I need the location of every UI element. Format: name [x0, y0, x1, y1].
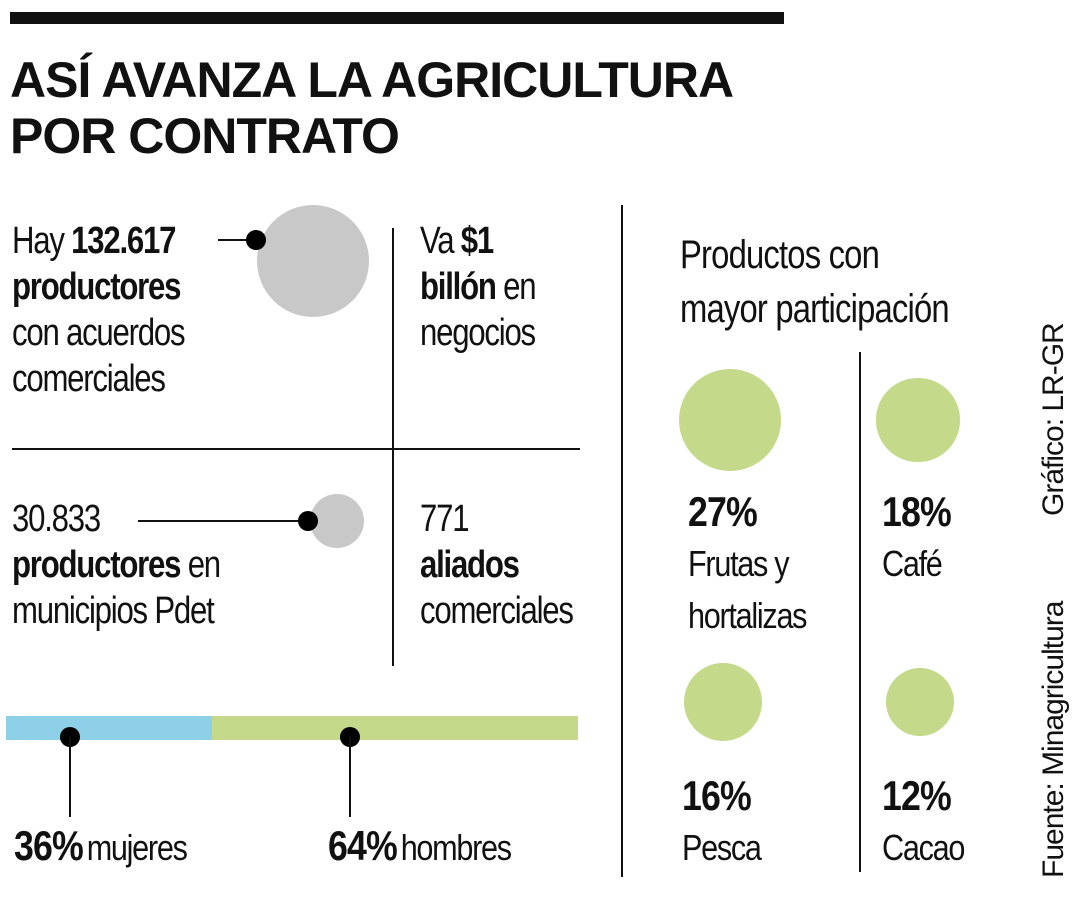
product-value-label: 12%: [882, 772, 952, 819]
women-pct: 36%: [14, 822, 84, 869]
pdet-connector: [138, 520, 310, 522]
section-divider: [621, 205, 623, 877]
gender-bar-men: [212, 716, 578, 740]
pdet-stat: 30.833 productores en municipios Pdet: [12, 496, 221, 634]
gender-bar: [6, 716, 578, 740]
productores-line3: con acuerdos: [12, 312, 186, 354]
product-bubble-0: [679, 369, 781, 471]
aliados-stat: 771 aliados comerciales: [420, 496, 574, 634]
pdet-bubble: [310, 494, 364, 548]
grid-horizontal-divider: [12, 448, 580, 450]
product-label-0: 27% Frutas y hortalizas: [688, 486, 807, 642]
product-label-3: 12% Cacao: [882, 770, 965, 874]
product-category-label: hortalizas: [688, 595, 807, 636]
product-bubble-1: [876, 378, 960, 462]
aliados-bold: aliados: [420, 544, 520, 586]
product-label-1: 18% Café: [882, 486, 952, 590]
women-leader: [69, 737, 71, 817]
source-note: Fuente: Minagricultura: [1036, 602, 1072, 878]
men-pct: 64%: [328, 822, 398, 869]
product-value-label: 27%: [688, 488, 758, 535]
aliados-number: 771: [420, 498, 470, 540]
title-line-2: POR CONTRATO: [10, 108, 400, 164]
pdet-line3: municipios Pdet: [12, 590, 215, 632]
productores-bubble: [257, 205, 369, 317]
page-title: ASÍ AVANZA LA AGRICULTURA POR CONTRATO: [10, 52, 734, 164]
negocios-number: $1: [460, 220, 494, 262]
negocios-post: en: [503, 266, 536, 308]
source-text: Fuente: Minagricultura: [1037, 601, 1070, 878]
productores-connector: [218, 239, 258, 241]
product-category-label: Pesca: [682, 827, 762, 868]
product-category-label: Cacao: [882, 827, 965, 868]
product-value-label: 16%: [682, 772, 752, 819]
negocios-line3: negocios: [420, 312, 536, 354]
product-bubble-3: [886, 668, 954, 736]
productores-line4: comerciales: [12, 358, 166, 400]
men-text: hombres: [400, 827, 512, 868]
pdet-post: en: [187, 544, 221, 586]
productores-stat: Hay 132.617 productores con acuerdos com…: [12, 218, 186, 402]
pdet-dot: [298, 511, 318, 531]
women-text: mujeres: [86, 827, 188, 868]
men-leader: [349, 737, 351, 817]
products-title-line-1: Productos con: [680, 233, 880, 277]
negocios-bold: billón: [420, 266, 497, 308]
product-bubble-2: [683, 662, 763, 742]
product-category-label: Café: [882, 543, 943, 584]
grid-vertical-divider: [392, 228, 394, 666]
pdet-number: 30.833: [12, 498, 101, 540]
top-rule: [10, 12, 784, 24]
products-divider: [859, 352, 861, 872]
productores-pre: Hay: [12, 220, 65, 262]
aliados-line3: comerciales: [420, 590, 574, 632]
gender-bar-women: [6, 716, 212, 740]
negocios-stat: Va $1 billón en negocios: [420, 218, 537, 356]
credit-note: Gráfico: LR-GR: [1036, 323, 1072, 516]
productores-bold: productores: [12, 266, 181, 308]
credit-text: Gráfico: LR-GR: [1037, 323, 1070, 516]
men-label: 64% hombres: [328, 822, 512, 874]
title-line-1: ASÍ AVANZA LA AGRICULTURA: [10, 52, 734, 108]
product-category-label: Frutas y: [688, 543, 790, 584]
productores-number: 132.617: [71, 220, 176, 262]
women-label: 36% mujeres: [14, 822, 188, 874]
products-title: Productos con mayor participación: [680, 228, 950, 336]
products-title-line-2: mayor participación: [680, 287, 950, 331]
product-value-label: 18%: [882, 488, 952, 535]
pdet-bold: productores: [12, 544, 181, 586]
negocios-pre: Va: [420, 220, 455, 262]
product-label-2: 16% Pesca: [682, 770, 762, 874]
productores-dot: [246, 230, 266, 250]
